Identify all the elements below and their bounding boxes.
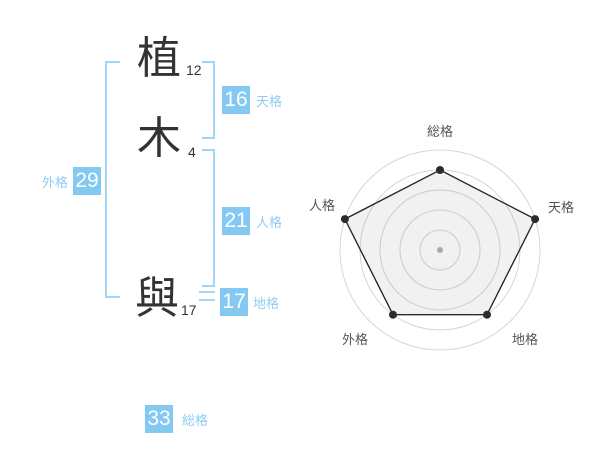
tenkaku-label: 天格 xyxy=(256,94,283,109)
radar-axis-label: 地格 xyxy=(512,332,538,347)
gaikaku-bracket xyxy=(105,61,120,298)
radar-grid-ring xyxy=(419,229,461,271)
radar-grid-ring xyxy=(379,189,501,311)
stroke-count-1: 12 xyxy=(186,62,202,78)
radar-data-point xyxy=(483,310,491,319)
radar-data-point xyxy=(436,166,444,174)
gaikaku-label: 外格 xyxy=(42,175,69,190)
radar-axis-label: 総格 xyxy=(427,124,453,139)
soukaku-label: 総格 xyxy=(182,413,209,428)
radar-axis-label: 天格 xyxy=(548,200,574,215)
radar-axis-label: 外格 xyxy=(342,332,368,347)
name-char-1: 植 xyxy=(137,33,181,84)
tenkaku-bracket xyxy=(202,61,215,139)
radar-grid-ring xyxy=(339,149,541,351)
name-char-3: 與 xyxy=(135,273,179,324)
name-char-2: 木 xyxy=(137,113,181,164)
stroke-count-3: 17 xyxy=(181,302,197,318)
soukaku-value-box: 33 xyxy=(145,405,173,433)
gaikaku-value-box: 29 xyxy=(73,167,101,195)
radar-axis-label: 人格 xyxy=(309,198,335,213)
stroke-count-2: 4 xyxy=(188,144,196,160)
radar-data-point xyxy=(531,215,540,224)
jinkaku-bracket xyxy=(202,149,215,287)
radar-data-point xyxy=(340,215,349,224)
tenkaku-value-box: 16 xyxy=(222,86,250,114)
jinkaku-value-box: 21 xyxy=(222,207,250,235)
chikaku-label: 地格 xyxy=(253,296,280,311)
radar-grid-ring xyxy=(399,209,481,291)
radar-center-dot xyxy=(437,247,443,253)
chikaku-bracket xyxy=(199,291,215,301)
chikaku-value-box: 17 xyxy=(220,288,248,316)
radar-data-point xyxy=(389,310,397,319)
jinkaku-label: 人格 xyxy=(256,215,283,230)
radar-data-polygon xyxy=(343,169,537,316)
